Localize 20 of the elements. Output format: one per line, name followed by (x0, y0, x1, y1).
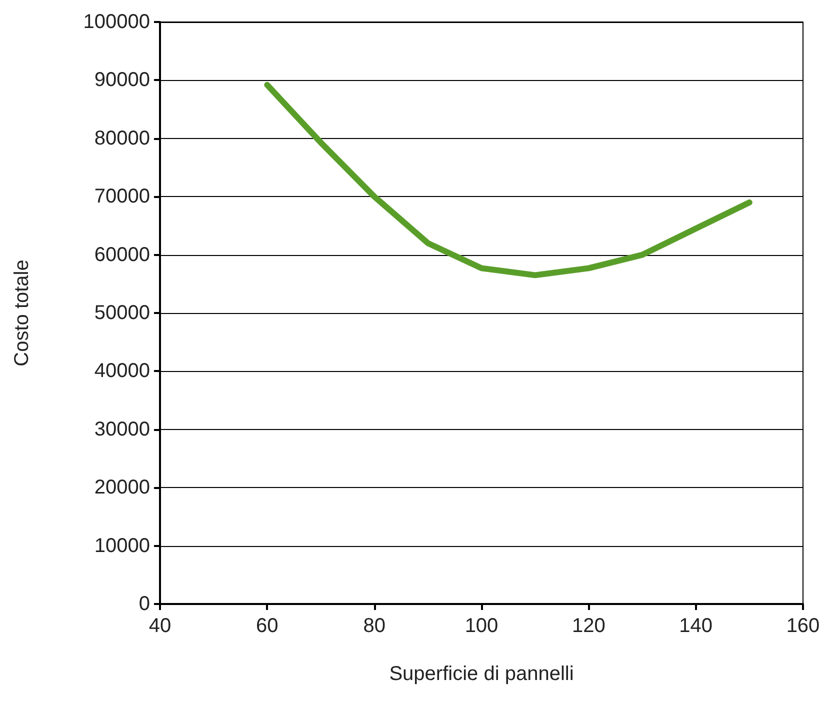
y-tick-label: 50000 (94, 302, 150, 324)
y-tick-label: 100000 (83, 11, 150, 33)
y-tick-label: 10000 (94, 534, 150, 557)
y-tick-label: 0 (138, 593, 150, 615)
y-axis-title: Costo totale (11, 260, 33, 366)
y-tick-label: 20000 (94, 476, 150, 499)
y-tick-label: 30000 (94, 418, 150, 440)
y-tick-label: 90000 (94, 69, 150, 92)
y-tick-label: 40000 (94, 360, 150, 382)
x-tick-label: 120 (572, 615, 606, 637)
x-tick-label: 140 (679, 615, 713, 637)
x-tick-label: 60 (256, 615, 278, 637)
x-tick-label: 80 (363, 615, 386, 637)
y-tick-label: 80000 (94, 127, 150, 150)
x-tick-label: 100 (464, 615, 498, 637)
y-tick-label: 60000 (94, 244, 150, 266)
x-axis-title: Superficie di pannelli (389, 663, 574, 685)
x-tick-label: 160 (786, 615, 820, 637)
x-tick-label: 40 (148, 615, 172, 637)
y-tick-label: 70000 (94, 186, 150, 208)
